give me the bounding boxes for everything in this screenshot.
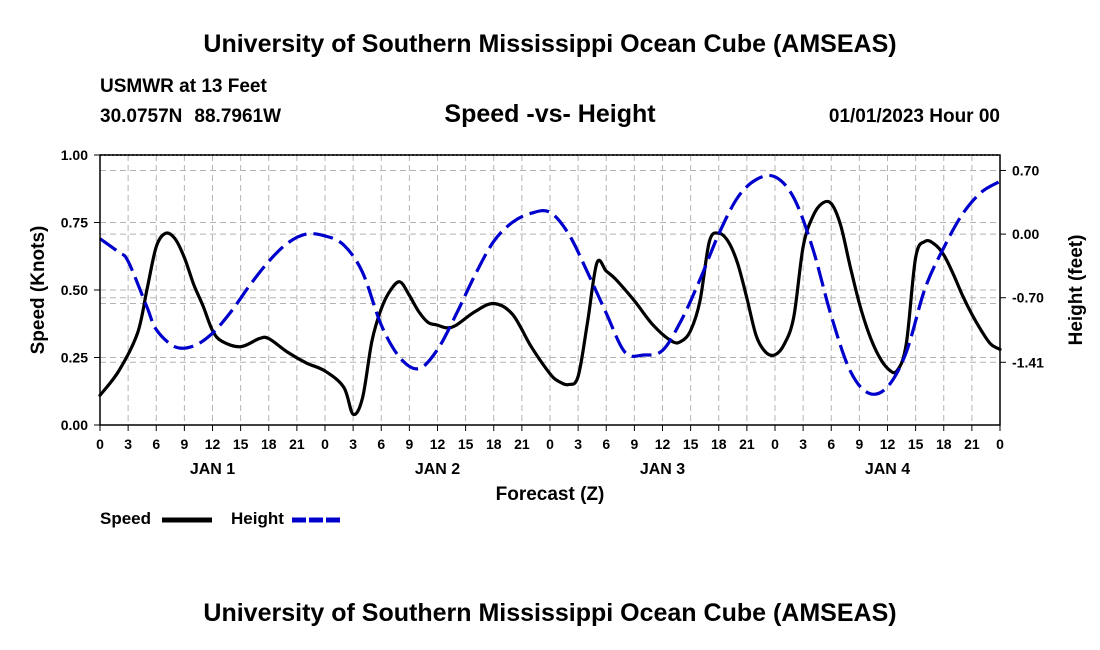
x-tick-label: 12 (205, 436, 221, 452)
x-tick-label: 18 (711, 436, 727, 452)
y2-axis-title: Height (feet) (1066, 235, 1087, 346)
coordinates: 30.0757N 88.7961W (100, 106, 293, 128)
x-tick-label: 15 (233, 436, 249, 452)
y-tick-label: 0.00 (61, 417, 88, 433)
x-tick-label: 3 (574, 436, 582, 452)
x-tick-label: 21 (964, 436, 980, 452)
x-tick-label: 9 (180, 436, 188, 452)
x-tick-label: 0 (771, 436, 779, 452)
x-tick-label: 18 (486, 436, 502, 452)
x-tick-label: 15 (908, 436, 924, 452)
x-tick-label: 21 (739, 436, 755, 452)
x-tick-label: 15 (683, 436, 699, 452)
x-tick-label: 21 (289, 436, 305, 452)
x-tick-label: 6 (152, 436, 160, 452)
legend-height-label: Height (231, 509, 284, 528)
x-tick-label: 12 (880, 436, 896, 452)
x-tick-label: 12 (655, 436, 671, 452)
x-tick-label: 15 (458, 436, 474, 452)
y2-tick-label: -0.70 (1012, 290, 1044, 306)
series-height-line (99, 173, 1001, 396)
axes: 0 3 6 9 12 15 18 21 0 3 6 9 12 15 18 21 0 3 6 9 12 15 18 21 0 3 6 9… (61, 147, 1044, 478)
day-label: JAN 4 (865, 461, 910, 478)
y-tick-label: 0.25 (61, 350, 88, 366)
y2-tick-label: 0.70 (1012, 162, 1039, 178)
x-tick-label: 6 (827, 436, 835, 452)
station-label: USMWR at 13 Feet (100, 76, 267, 97)
day-label: JAN 1 (190, 461, 235, 478)
legend-speed-label: Speed (100, 509, 152, 528)
x-tick-label: 18 (936, 436, 952, 452)
x-tick-label: 21 (514, 436, 530, 452)
latitude: 30.0757N (100, 106, 183, 127)
x-tick-label: 0 (546, 436, 554, 452)
x-tick-label: 0 (96, 436, 104, 452)
x-tick-label: 9 (630, 436, 638, 452)
axis-labels: Forecast (Z) Speed (Knots) Height (feet) (28, 226, 1087, 505)
day-label: JAN 3 (640, 461, 685, 478)
longitude: 88.7961W (194, 106, 282, 127)
x-axis-title: Forecast (Z) (496, 484, 605, 505)
footer-title: University of Southern Mississippi Ocean… (203, 599, 897, 627)
day-label: JAN 2 (415, 461, 460, 478)
y-tick-label: 1.00 (61, 147, 88, 163)
x-tick-label: 9 (405, 436, 413, 452)
x-tick-label: 0 (996, 436, 1004, 452)
x-tick-label: 12 (430, 436, 446, 452)
x-tick-label: 6 (602, 436, 610, 452)
x-tick-label: 18 (261, 436, 277, 452)
y-tick-label: 0.50 (61, 282, 88, 298)
series-layer (98, 173, 1002, 417)
x-tick-label: 3 (799, 436, 807, 452)
y2-tick-label: -1.41 (1012, 354, 1044, 370)
y2-tick-label: 0.00 (1012, 226, 1039, 242)
x-tick-label: 3 (124, 436, 132, 452)
y-tick-label: 0.75 (61, 215, 88, 231)
x-tick-label: 6 (377, 436, 385, 452)
forecast-datetime: 01/01/2023 Hour 00 (828, 106, 1000, 127)
grid (99, 154, 1001, 426)
series-speed-line (98, 199, 1002, 417)
x-tick-label: 0 (321, 436, 329, 452)
main-title: University of Southern Mississippi Ocean… (203, 30, 897, 58)
x-tick-label: 3 (349, 436, 357, 452)
x-tick-label: 9 (855, 436, 863, 452)
chart-subtitle: Speed -vs- Height (444, 100, 656, 128)
y-axis-title: Speed (Knots) (28, 226, 49, 355)
